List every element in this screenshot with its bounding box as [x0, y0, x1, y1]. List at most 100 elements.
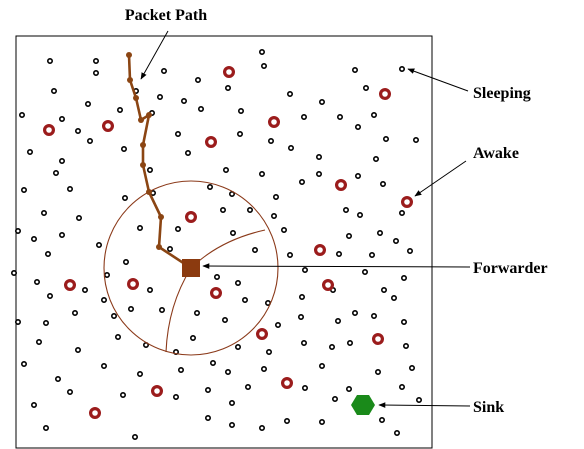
sleeping-node	[128, 305, 135, 312]
awake-nodes	[42, 65, 414, 420]
label-packet-path: Packet Path	[125, 7, 207, 24]
awake-node	[256, 328, 269, 341]
sleeping-node	[42, 424, 49, 431]
packet-hop-node	[156, 244, 162, 250]
label-sink: Sink	[473, 399, 504, 416]
sleeping-node	[207, 184, 214, 191]
sleeping-node	[297, 313, 304, 320]
sleeping-node	[229, 421, 236, 428]
sleeping-node	[115, 333, 122, 340]
sleeping-node	[54, 375, 61, 382]
sleeping-node	[101, 296, 108, 303]
sleeping-node	[132, 433, 139, 440]
sleeping-node	[346, 339, 353, 346]
sleeping-node	[121, 146, 128, 153]
packet-hop-node	[133, 95, 139, 101]
sleeping-node	[402, 342, 409, 349]
sleeping-node	[157, 94, 164, 101]
packet-path-arrow	[140, 30, 169, 80]
sleeping-node	[318, 362, 325, 369]
awake-node	[127, 278, 140, 291]
sleeping-node	[58, 232, 65, 239]
sleeping-node	[235, 343, 242, 350]
sleeping-node	[260, 62, 267, 69]
sleeping-node	[398, 66, 405, 73]
sleeping-node	[190, 334, 197, 341]
sleeping-node	[342, 207, 349, 214]
sleeping-node	[20, 360, 27, 367]
label-sleeping: Sleeping	[473, 85, 531, 102]
packet-hop-node	[158, 214, 164, 220]
packet-hop-node	[127, 77, 133, 83]
sleeping-node	[274, 321, 281, 328]
sleeping-node	[392, 238, 399, 245]
sleeping-node	[412, 137, 419, 144]
sleeping-node	[390, 294, 397, 301]
sleeping-node	[75, 346, 82, 353]
sleeping-node	[238, 108, 245, 115]
sleeping-node	[93, 70, 100, 77]
sleeping-node	[30, 236, 37, 243]
sleeping-node	[220, 207, 227, 214]
sleeping-node	[370, 312, 377, 319]
sleeping-node	[351, 67, 358, 74]
packet-path-line	[127, 54, 192, 270]
sleeping-node	[214, 273, 221, 280]
packet-hop-node	[140, 162, 146, 168]
awake-node	[281, 377, 294, 390]
sleeping-node	[376, 230, 383, 237]
sleeping-node	[50, 88, 57, 95]
sleeping-node	[280, 227, 287, 234]
sleeping-node	[354, 124, 361, 131]
sleeping-node	[301, 384, 308, 391]
awake-node	[268, 115, 281, 128]
range-sector-line-lower	[165, 267, 192, 353]
awake-node	[223, 65, 236, 78]
sleeping-node	[225, 85, 232, 92]
sleeping-arrow	[407, 68, 469, 92]
awake-node	[379, 87, 392, 100]
sleeping-node	[67, 388, 74, 395]
sleeping-node	[372, 156, 379, 163]
sleeping-node	[400, 274, 407, 281]
sleeping-node	[380, 286, 387, 293]
sleeping-node	[205, 386, 212, 393]
sink-node	[351, 395, 375, 415]
awake-node	[372, 333, 385, 346]
sleeping-node	[161, 68, 168, 75]
sleeping-node	[398, 210, 405, 217]
sleeping-node	[87, 138, 94, 145]
awake-node	[151, 385, 164, 398]
sleeping-node	[96, 242, 103, 249]
sleeping-node	[258, 48, 265, 55]
sleeping-node	[406, 248, 413, 255]
sleeping-node	[286, 252, 293, 259]
sleeping-node	[44, 251, 51, 258]
sleeping-node	[52, 170, 59, 177]
awake-node	[401, 196, 414, 209]
sleeping-node	[117, 107, 124, 114]
sleeping-node	[72, 309, 79, 316]
sleeping-node	[20, 187, 27, 194]
sleeping-node	[46, 57, 53, 64]
sleeping-node	[260, 365, 267, 372]
awake-node	[335, 179, 348, 192]
sleeping-node	[235, 279, 242, 286]
awake-node	[205, 136, 218, 149]
sleeping-node	[345, 233, 352, 240]
sleeping-node	[82, 286, 89, 293]
sleeping-node	[198, 106, 205, 113]
sleeping-node	[111, 312, 118, 319]
awake-node	[42, 123, 55, 136]
communication-range-circle	[103, 180, 279, 356]
sleeping-node	[173, 393, 180, 400]
sleeping-node	[15, 318, 22, 325]
sleeping-node	[58, 116, 65, 123]
sleeping-node	[301, 266, 308, 273]
sleeping-node	[120, 391, 127, 398]
sleeping-node	[252, 247, 259, 254]
packet-path	[126, 52, 192, 270]
sleeping-node	[398, 383, 405, 390]
sleeping-node	[356, 212, 363, 219]
sleeping-node	[123, 258, 130, 265]
